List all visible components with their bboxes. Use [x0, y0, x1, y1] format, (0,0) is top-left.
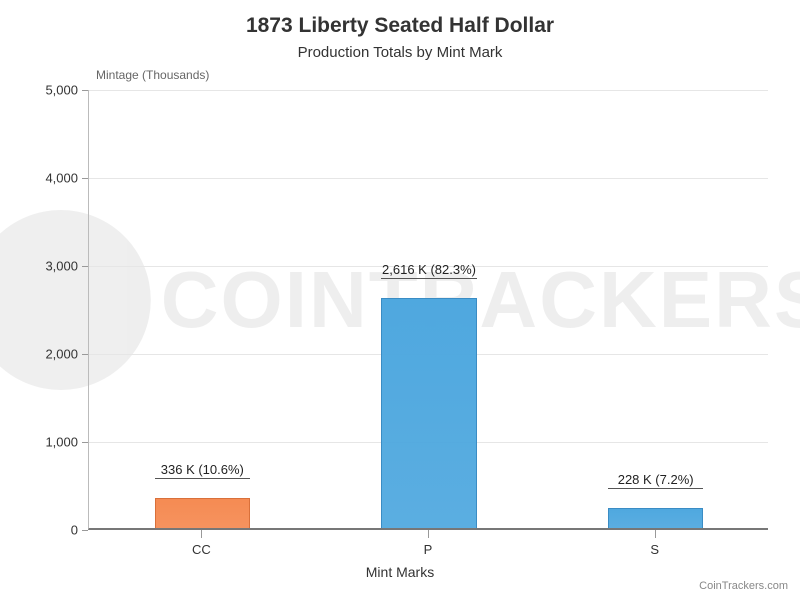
x-tick-label: S: [650, 542, 659, 557]
y-tick-label: 5,000: [45, 83, 78, 98]
bar-label-line: [608, 488, 703, 489]
gridline: [89, 90, 768, 91]
credit-text: CoinTrackers.com: [699, 580, 788, 592]
bar-p: [381, 298, 476, 528]
y-tick-mark: [82, 354, 88, 355]
y-tick-mark: [82, 266, 88, 267]
bar-label-line: [381, 278, 476, 279]
x-axis-title: Mint Marks: [0, 564, 800, 580]
y-tick-label: 0: [71, 523, 78, 538]
bar-label-line: [155, 478, 250, 479]
y-tick-mark: [82, 90, 88, 91]
x-tick-mark: [428, 530, 429, 538]
x-tick-mark: [655, 530, 656, 538]
y-tick-mark: [82, 442, 88, 443]
bar-s: [608, 508, 703, 528]
y-tick-label: 4,000: [45, 171, 78, 186]
x-tick-label: P: [424, 542, 433, 557]
chart-container: COINTRACKERS 1873 Liberty Seated Half Do…: [0, 0, 800, 600]
y-tick-label: 3,000: [45, 259, 78, 274]
y-tick-mark: [82, 530, 88, 531]
x-tick-mark: [201, 530, 202, 538]
y-tick-label: 2,000: [45, 347, 78, 362]
y-axis-title: Mintage (Thousands): [96, 68, 209, 82]
y-tick-label: 1,000: [45, 435, 78, 450]
bar-label: 336 K (10.6%): [161, 462, 244, 477]
bar-cc: [155, 498, 250, 528]
plot-area: 336 K (10.6%) 2,616 K (82.3%) 228 K (7.2%): [88, 90, 768, 530]
bar-label: 228 K (7.2%): [618, 472, 694, 487]
gridline: [89, 178, 768, 179]
chart-title: 1873 Liberty Seated Half Dollar: [0, 14, 800, 38]
x-tick-label: CC: [192, 542, 211, 557]
bar-label: 2,616 K (82.3%): [382, 262, 476, 277]
chart-subtitle: Production Totals by Mint Mark: [0, 44, 800, 61]
y-tick-mark: [82, 178, 88, 179]
